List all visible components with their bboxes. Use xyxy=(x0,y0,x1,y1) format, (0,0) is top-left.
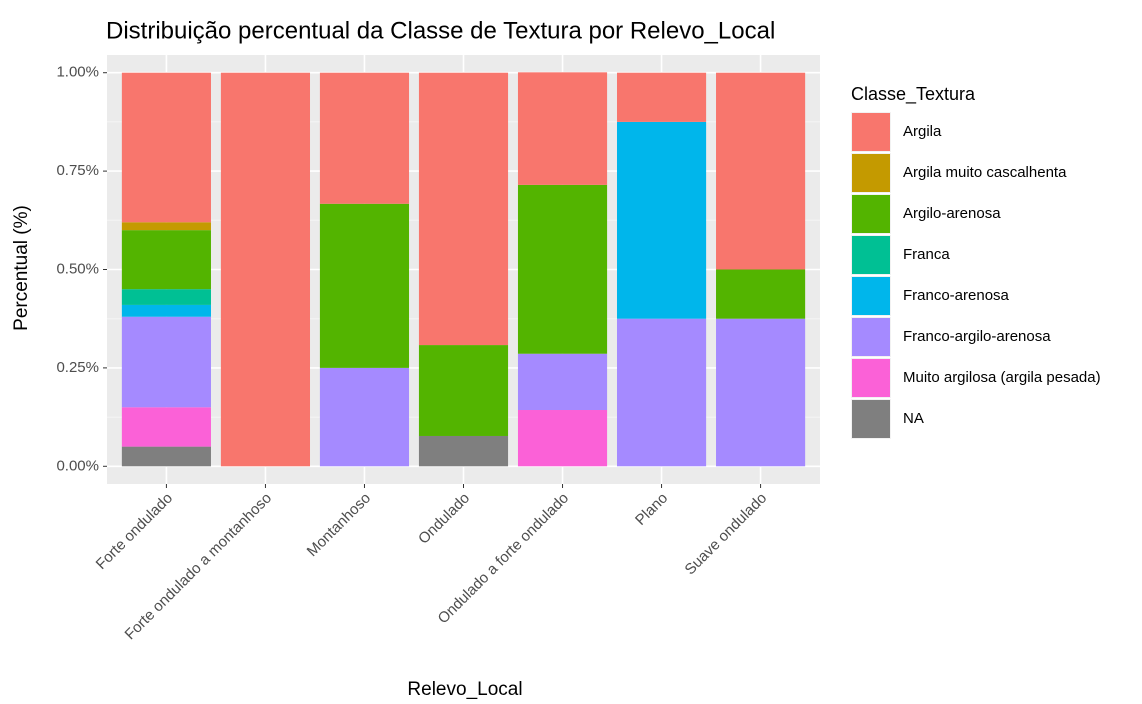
bar-segment xyxy=(319,203,410,368)
bar-segment xyxy=(121,289,211,305)
bar-segment xyxy=(517,353,608,411)
bar-segment xyxy=(616,318,707,467)
legend-label: NA xyxy=(903,410,924,427)
bar-segment xyxy=(418,72,509,346)
bar-segment xyxy=(220,72,311,467)
legend-swatch xyxy=(852,318,890,356)
legend-label: Argila xyxy=(903,123,942,140)
bar-segment xyxy=(517,410,608,467)
legend-label: Muito argilosa (argila pesada) xyxy=(903,369,1101,386)
y-tick-label: 0.00% xyxy=(56,457,99,474)
y-tick-label: 0.75% xyxy=(56,162,99,179)
bar-segment xyxy=(716,269,806,319)
legend-label: Argilo-arenosa xyxy=(903,205,1001,222)
bar-segment xyxy=(121,316,211,408)
legend-swatch xyxy=(852,236,890,274)
bar-segment xyxy=(517,72,608,185)
bar-segment xyxy=(319,72,410,204)
chart-title: Distribuição percentual da Classe de Tex… xyxy=(106,17,775,44)
bar-segment xyxy=(121,222,211,231)
bar-segment xyxy=(616,72,707,122)
legend-swatch xyxy=(852,400,890,438)
legend-label: Franco-argilo-arenosa xyxy=(903,328,1051,345)
x-axis-title: Relevo_Local xyxy=(407,679,522,700)
legend-label: Argila muito cascalhenta xyxy=(903,164,1067,181)
y-axis-title: Percentual (%) xyxy=(11,205,32,331)
y-tick-label: 0.25% xyxy=(56,359,99,376)
legend-swatch xyxy=(852,113,890,151)
legend-swatch xyxy=(852,359,890,397)
legend-swatch xyxy=(852,277,890,315)
bar-segment xyxy=(418,435,509,467)
y-tick-label: 0.50% xyxy=(56,260,99,277)
bar-segment xyxy=(418,345,509,436)
bar-segment xyxy=(517,184,608,354)
bar-segment xyxy=(716,72,806,270)
bar-segment xyxy=(121,72,211,223)
bar-segment xyxy=(121,304,211,317)
bar-segment xyxy=(716,318,806,467)
bar-segment xyxy=(121,446,211,467)
legend-label: Franca xyxy=(903,246,950,263)
legend-label: Franco-arenosa xyxy=(903,287,1010,304)
y-tick-label: 1.00% xyxy=(56,64,99,81)
bar-segment xyxy=(121,230,211,290)
bar-segment xyxy=(319,367,410,467)
legend-swatch xyxy=(852,154,890,192)
bar-segment xyxy=(616,121,707,319)
bar-segment xyxy=(121,407,211,447)
legend-title: Classe_Textura xyxy=(851,84,976,105)
legend-swatch xyxy=(852,195,890,233)
